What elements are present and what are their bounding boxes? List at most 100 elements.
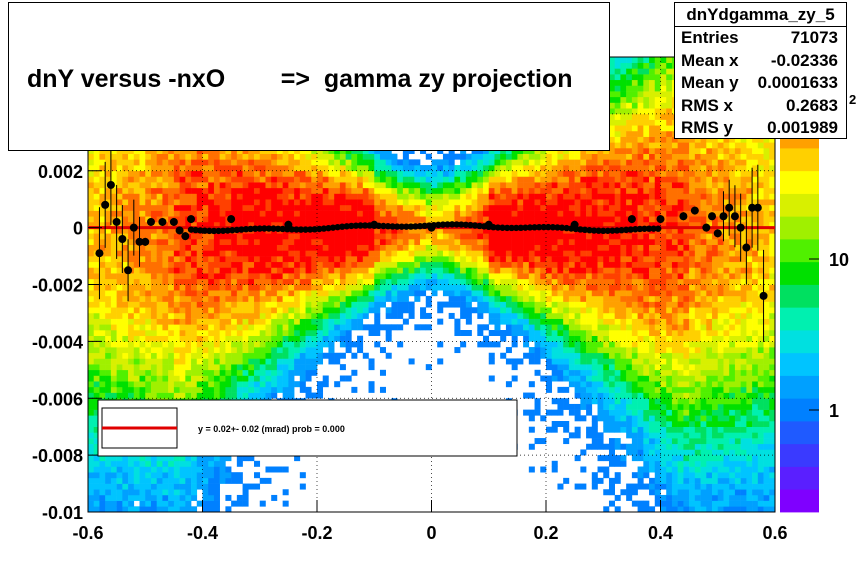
heatmap-cell [523,324,530,331]
heatmap-cell [288,204,295,211]
heatmap-cell [231,153,238,160]
heatmap-cell [105,284,112,291]
heatmap-cell [385,227,392,234]
heatmap-cell [139,483,146,490]
heatmap-cell [437,187,444,194]
heatmap-cell [259,318,266,325]
heatmap-cell [93,421,100,427]
heatmap-cell [425,267,432,274]
heatmap-cell [551,301,558,308]
heatmap-cell [116,227,123,234]
heatmap-cell [265,301,272,308]
heatmap-cell [500,307,507,314]
heatmap-cell [116,250,123,257]
heatmap-cell [311,187,318,194]
heatmap-cell [168,335,175,342]
heatmap-cell [305,369,312,376]
heatmap-cell [202,369,209,376]
heatmap-cell [568,381,575,388]
heatmap-cell [557,284,564,291]
heatmap-cell [236,341,243,348]
heatmap-cell [546,347,553,354]
heatmap-cell [202,261,209,268]
heatmap-cell [282,318,289,325]
heatmap-cell [334,210,341,217]
heatmap-cell [437,261,444,268]
heatmap-cell [133,267,140,274]
heatmap-cell [150,153,157,160]
heatmap-cell [213,284,220,291]
heatmap-cell [88,477,95,484]
heatmap-cell [219,261,226,268]
heatmap-cell [185,369,192,376]
heatmap-cell [93,449,100,456]
heatmap-cell [425,256,432,263]
heatmap-cell [254,193,261,200]
heatmap-cell [265,358,272,365]
heatmap-cell [191,483,198,490]
heatmap-cell [345,170,352,177]
heatmap-cell [242,176,249,183]
heatmap-cell [528,324,535,331]
heatmap-cell [534,438,541,445]
heatmap-cell [471,182,478,189]
heatmap-cell [271,466,278,473]
heatmap-cell [534,267,541,274]
heatmap-cell [305,386,312,393]
heatmap-cell [500,193,507,200]
heatmap-cell [116,239,123,245]
heatmap-cell [362,210,369,217]
heatmap-cell [99,330,106,336]
heatmap-cell [93,398,100,405]
heatmap-cell [208,267,215,274]
heatmap-cell [122,256,129,263]
heatmap-cell [122,250,129,257]
heatmap-cell [105,472,112,479]
heatmap-cell [534,290,541,297]
heatmap-cell [557,199,564,206]
heatmap-cell [345,318,352,325]
heatmap-cell [196,318,203,325]
heatmap-cell [517,193,524,200]
heatmap-cell [494,267,501,274]
heatmap-cell [99,233,106,240]
heatmap-cell [460,290,467,297]
heatmap-cell [511,312,518,319]
heatmap-cell [540,438,547,445]
heatmap-cell [442,278,449,285]
heatmap-cell [374,176,381,183]
heatmap-cell [133,312,140,319]
heatmap-cell [88,312,95,319]
heatmap-cell [546,187,553,194]
heatmap-cell [116,176,123,183]
heatmap-cell [299,312,306,319]
heatmap-cell [465,330,472,336]
heatmap-cell [299,165,306,172]
heatmap-cell [133,227,140,234]
heatmap-cell [231,159,238,166]
heatmap-cell [454,301,461,308]
heatmap-cell [88,347,95,354]
heatmap-cell [305,199,312,206]
heatmap-cell [122,324,129,331]
heatmap-cell [374,199,381,206]
heatmap-cell [568,335,575,342]
heatmap-cell [225,233,232,240]
heatmap-cell [511,358,518,365]
heatmap-cell [431,170,438,177]
heatmap-cell [156,307,163,314]
heatmap-cell [374,330,381,336]
heatmap-cell [299,176,306,183]
heatmap-cell [168,381,175,388]
heatmap-cell [248,386,255,393]
heatmap-cell [133,176,140,183]
heatmap-cell [133,341,140,348]
heatmap-cell [420,165,427,172]
heatmap-cell [288,312,295,319]
heatmap-cell [219,386,226,393]
heatmap-cell [425,165,432,172]
heatmap-cell [551,295,558,302]
heatmap-cell [105,301,112,308]
heatmap-cell [425,187,432,194]
heatmap-cell [88,341,95,348]
